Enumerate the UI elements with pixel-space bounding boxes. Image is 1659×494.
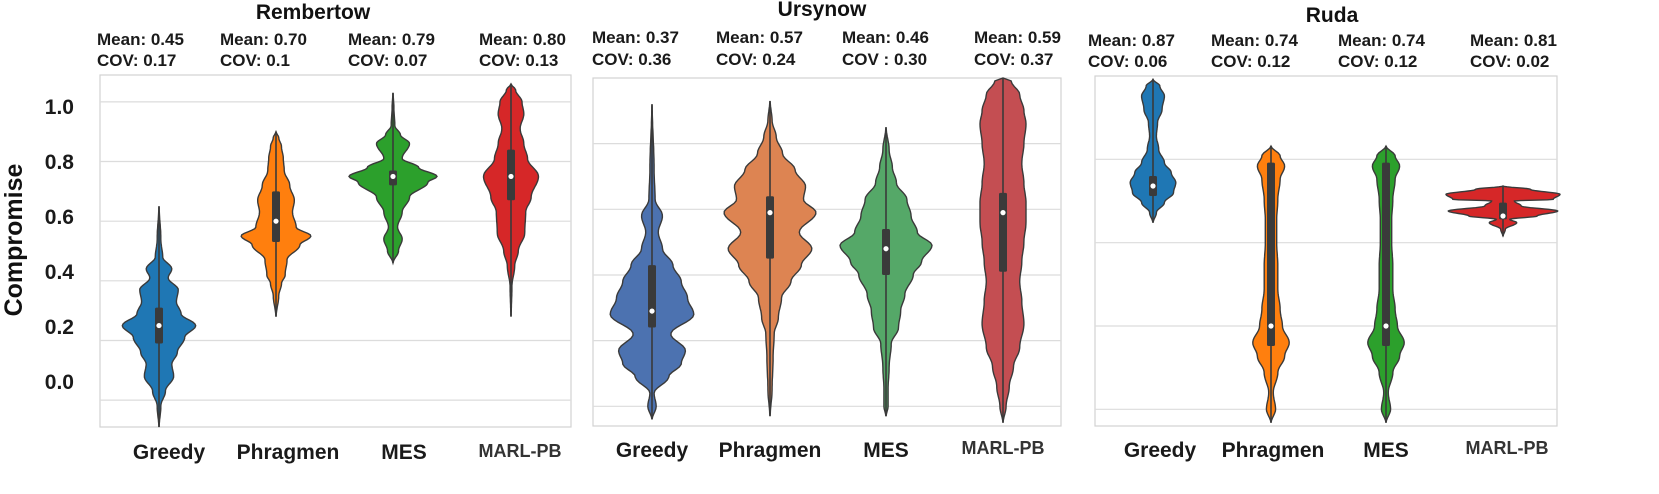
cov-label-ursynow-marl-pb: COV: 0.37 [974, 50, 1053, 69]
plot-frame-rembertow [99, 74, 572, 428]
mean-label-ursynow-phragmen: Mean: 0.57 [716, 28, 803, 47]
mean-label-ruda-greedy: Mean: 0.87 [1088, 31, 1175, 50]
panel-title-rembertow: Rembertow [256, 1, 371, 24]
cov-label-ruda-greedy: COV: 0.06 [1088, 52, 1167, 71]
median-dot-ursynow-mes [883, 246, 889, 252]
violins-rembertow [121, 82, 540, 428]
cov-label-ursynow-phragmen: COV: 0.24 [716, 50, 796, 69]
x-tick-label-ruda-marl-pb: MARL-PB [1466, 438, 1549, 458]
cov-label-rembertow-mes: COV: 0.07 [348, 51, 427, 70]
mean-label-ruda-mes: Mean: 0.74 [1338, 31, 1425, 50]
median-dot-ursynow-greedy [649, 308, 655, 314]
panel-title-ursynow: Ursynow [778, 0, 867, 21]
x-tick-label-rembertow-mes: MES [381, 441, 427, 464]
iqr-box-ursynow-greedy [648, 265, 656, 328]
x-tick-label-ursynow-phragmen: Phragmen [719, 439, 822, 462]
x-tick-label-rembertow-phragmen: Phragmen [237, 441, 340, 464]
mean-label-ruda-marl-pb: Mean: 0.81 [1470, 31, 1557, 50]
x-tick-label-ruda-greedy: Greedy [1124, 439, 1197, 462]
median-dot-ursynow-marl-pb [1000, 210, 1006, 216]
panel-ursynow: Ursynow Mean: 0.37 COV: 0.36 Mean: 0.57 … [592, 0, 1062, 462]
plot-frame-ruda [1094, 75, 1558, 427]
mean-label-ursynow-greedy: Mean: 0.37 [592, 28, 679, 47]
mean-label-ursynow-mes: Mean: 0.46 [842, 28, 929, 47]
mean-label-ursynow-marl-pb: Mean: 0.59 [974, 28, 1061, 47]
iqr-box-rembertow-phragmen [272, 191, 280, 243]
cov-label-rembertow-marl-pb: COV: 0.13 [479, 51, 558, 70]
cov-label-ursynow-greedy: COV: 0.36 [592, 50, 671, 69]
panel-title-ruda: Ruda [1306, 4, 1359, 27]
y-tick-label-0.4: 0.4 [45, 261, 75, 284]
x-tick-label-ruda-phragmen: Phragmen [1222, 439, 1325, 462]
median-dot-ruda-greedy [1150, 183, 1156, 189]
mean-label-ruda-phragmen: Mean: 0.74 [1211, 31, 1298, 50]
cov-label-ursynow-mes: COV : 0.30 [842, 50, 927, 69]
x-tick-label-ursynow-marl-pb: MARL-PB [962, 438, 1045, 458]
cov-label-rembertow-phragmen: COV: 0.1 [220, 51, 290, 70]
median-dot-rembertow-mes [390, 173, 396, 180]
gridlines-ruda [1095, 158, 1557, 410]
mean-label-rembertow-marl-pb: Mean: 0.80 [479, 30, 566, 49]
cov-label-ruda-marl-pb: COV: 0.02 [1470, 52, 1549, 71]
y-axis-label: Compromise [0, 164, 28, 317]
median-dot-rembertow-greedy [156, 322, 162, 329]
mean-label-rembertow-mes: Mean: 0.79 [348, 30, 435, 49]
y-tick-label-0.2: 0.2 [45, 316, 74, 339]
median-dot-rembertow-phragmen [273, 218, 279, 224]
y-tick-label-0.0: 0.0 [45, 371, 74, 394]
median-dot-ruda-phragmen [1268, 323, 1274, 329]
mean-label-rembertow-phragmen: Mean: 0.70 [220, 30, 307, 49]
iqr-box-ursynow-phragmen [766, 196, 774, 259]
median-dot-ursynow-phragmen [767, 210, 773, 216]
cov-label-ruda-mes: COV: 0.12 [1338, 52, 1417, 71]
median-dot-rembertow-marl-pb [508, 173, 514, 180]
panel-rembertow: Rembertow Mean: 0.45 COV: 0.17 Mean: 0.7… [45, 1, 572, 464]
x-tick-label-rembertow-marl-pb: MARL-PB [479, 441, 562, 461]
violins-ursynow [609, 77, 1027, 423]
x-tick-label-rembertow-greedy: Greedy [133, 441, 206, 464]
median-dot-ruda-mes [1383, 323, 1389, 329]
iqr-box-ruda-mes [1382, 162, 1390, 346]
panel-ruda: Ruda Mean: 0.87 COV: 0.06 Mean: 0.74 COV… [1088, 4, 1561, 462]
x-tick-label-ursynow-mes: MES [863, 439, 909, 462]
y-tick-label-0.8: 0.8 [45, 151, 75, 174]
mean-label-rembertow-greedy: Mean: 0.45 [97, 30, 184, 49]
x-tick-label-ruda-mes: MES [1363, 439, 1409, 462]
violins-ruda [1129, 77, 1561, 423]
cov-label-ruda-phragmen: COV: 0.12 [1211, 52, 1290, 71]
cov-label-rembertow-greedy: COV: 0.17 [97, 51, 176, 70]
iqr-box-ursynow-mes [882, 229, 890, 275]
x-tick-label-ursynow-greedy: Greedy [616, 439, 689, 462]
iqr-box-ruda-phragmen [1267, 162, 1275, 346]
y-tick-label-1.0: 1.0 [45, 96, 74, 119]
iqr-box-ursynow-marl-pb [999, 192, 1007, 272]
y-tick-label-0.6: 0.6 [45, 206, 74, 229]
median-dot-ruda-marl-pb [1500, 213, 1506, 219]
